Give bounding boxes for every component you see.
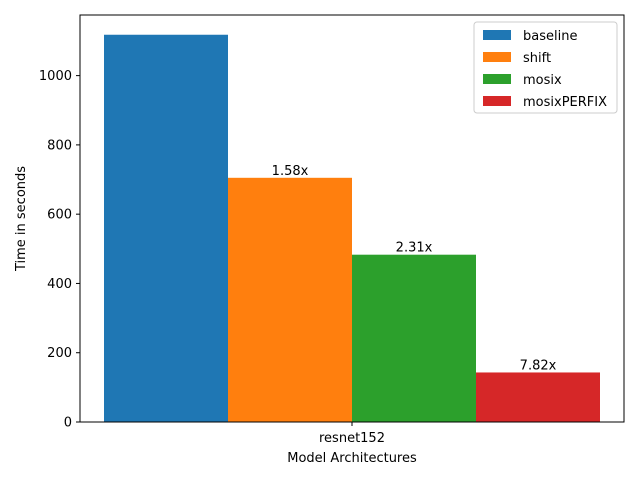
bar-mosix — [352, 254, 476, 422]
bar-shift — [228, 177, 352, 422]
x-tick-label: resnet152 — [319, 431, 385, 446]
y-axis-ticks: 0 200 400 600 800 1000 — [39, 69, 80, 431]
legend-label-baseline: baseline — [523, 29, 577, 44]
y-tick-label: 800 — [47, 138, 72, 153]
y-tick-label: 400 — [47, 277, 72, 292]
bar-mosixperfix — [476, 372, 600, 422]
bars-group — [104, 34, 600, 422]
y-axis-label: Time in seconds — [14, 166, 29, 272]
legend-swatch-shift — [483, 52, 511, 62]
bar-label-mosixperfix: 7.82x — [520, 358, 557, 373]
legend-label-shift: shift — [523, 51, 551, 66]
x-axis-label: Model Architectures — [287, 451, 417, 466]
bar-label-mosix: 2.31x — [396, 241, 433, 256]
legend-label-mosixperfix: mosixPERFIX — [523, 95, 607, 110]
y-tick-label: 600 — [47, 208, 72, 223]
y-tick-label: 0 — [64, 416, 72, 431]
bar-labels-group: 1.58x 2.31x 7.82x — [272, 164, 557, 374]
bar-baseline — [104, 34, 228, 422]
y-tick-label: 1000 — [39, 69, 72, 84]
legend-swatch-baseline — [483, 30, 511, 40]
y-tick-label: 200 — [47, 346, 72, 361]
legend-swatch-mosix — [483, 74, 511, 84]
legend: baseline shift mosix mosixPERFIX — [473, 21, 618, 114]
legend-swatch-mosixperfix — [483, 96, 511, 106]
bar-label-shift: 1.58x — [272, 164, 309, 179]
legend-label-mosix: mosix — [523, 73, 562, 88]
x-axis-ticks: resnet152 — [319, 422, 385, 446]
legend-box — [473, 21, 618, 114]
